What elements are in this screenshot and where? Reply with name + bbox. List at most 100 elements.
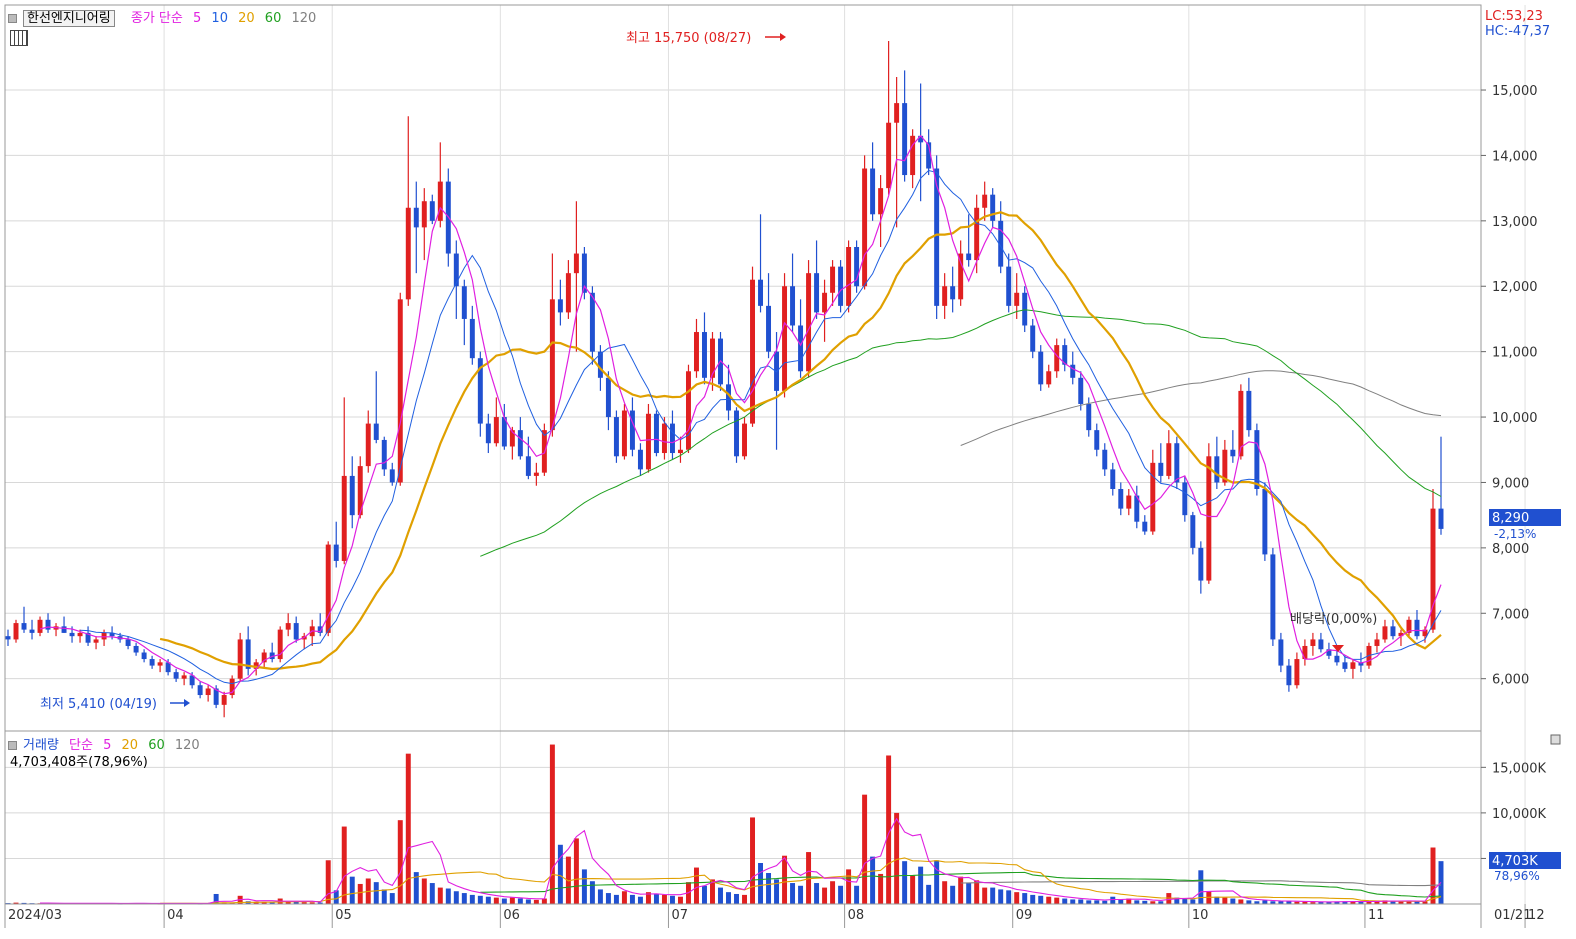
candle-body [702, 332, 707, 378]
candle-body [1230, 449, 1236, 457]
volume-bar [581, 869, 587, 904]
candle-body [149, 659, 155, 666]
candle-body [229, 678, 235, 696]
x-axis-right-label: 01/21 [1494, 908, 1531, 923]
price-legend-label: 종가 단순 [130, 11, 183, 26]
volume-bar [1246, 900, 1252, 904]
price-y-axis: 6,000 7,000 8,000 9,000 10,000 11,000 12,000 13… [1481, 84, 1538, 688]
candle-body [894, 103, 900, 123]
candle-body [1254, 430, 1260, 489]
candle-body [205, 688, 211, 696]
candle-body [421, 201, 427, 228]
ma5-line [39, 134, 1442, 695]
volume-bar [325, 860, 331, 904]
candle-body [1150, 462, 1156, 532]
candle-body [29, 629, 35, 633]
candle-body [950, 286, 956, 300]
volume-bar [1414, 901, 1420, 904]
candle-body [790, 286, 796, 326]
volume-bar [1022, 893, 1028, 904]
table-grid-icon[interactable] [10, 30, 28, 46]
volume-bar [13, 902, 19, 904]
volume-bar [493, 897, 499, 904]
volume-bar [1222, 897, 1228, 904]
volume-bar [461, 893, 467, 904]
volume-bar [878, 873, 884, 904]
candle-body [1350, 662, 1356, 669]
volume-bar [870, 856, 876, 904]
candle-body [45, 619, 51, 630]
candle-body [838, 266, 844, 306]
volume-bar [1182, 898, 1188, 904]
volume-bar [1054, 897, 1060, 904]
volume-bar [301, 902, 307, 904]
volume-bar [726, 892, 731, 904]
volume-bar [1254, 901, 1260, 904]
ma20-line [159, 211, 1442, 671]
candle-body [661, 423, 667, 454]
ma120-line [960, 370, 1442, 446]
candle-body [1094, 430, 1100, 450]
volume-bar [1174, 897, 1180, 904]
volume-panel-close-icon[interactable] [1550, 734, 1561, 745]
candle-body [1126, 495, 1132, 509]
candle-body [269, 652, 275, 660]
candle-body [966, 253, 972, 261]
candle-body [253, 662, 259, 669]
volume-bar [734, 893, 739, 904]
candle-body [1318, 639, 1324, 650]
candle-body [918, 135, 924, 143]
volume-bar [1006, 890, 1012, 904]
volume-bar [1198, 870, 1204, 904]
volume-bar [525, 899, 531, 904]
candle-body [1030, 325, 1036, 352]
candle-body [1334, 655, 1340, 663]
volume-bar [702, 885, 707, 904]
candle-body [109, 632, 115, 637]
candle-body [1430, 508, 1436, 630]
candle-body [189, 675, 195, 686]
volume-bar [349, 876, 355, 904]
candle-body [1438, 508, 1444, 529]
volume-bar [253, 901, 259, 904]
price-panel-toggle-icon[interactable] [8, 14, 17, 23]
legend-period-10: 10 [211, 11, 228, 26]
candle-body [1102, 449, 1108, 470]
volume-bar [774, 879, 780, 904]
volume-bar [477, 895, 483, 904]
high-arrowhead [780, 33, 786, 41]
candle-body [1046, 371, 1052, 385]
vol-legend-period-60: 60 [148, 738, 165, 753]
x-tick-label: 11 [1368, 908, 1385, 923]
candle-body [734, 410, 739, 457]
volume-bar [966, 883, 972, 904]
volume-bar [1214, 896, 1220, 904]
x-tick-label: 09 [1016, 908, 1033, 923]
volume-bar [1070, 899, 1076, 904]
candle-body [806, 273, 812, 372]
volume-bar [1422, 901, 1428, 904]
volume-ma5-line [39, 817, 1442, 904]
volume-bar [1190, 899, 1196, 904]
candle-body [1174, 443, 1180, 483]
volume-panel-toggle-icon[interactable] [8, 741, 17, 750]
candle-body [621, 410, 627, 457]
candle-body [317, 626, 323, 633]
dividend-annotation: 배당락(0,00%) [1290, 612, 1377, 627]
candle-body [1038, 351, 1044, 385]
volume-bar [629, 894, 635, 904]
price-tick-label: 10,000 [1492, 411, 1538, 426]
candle-body [1246, 390, 1252, 431]
candle-body [389, 469, 395, 483]
candle-body [373, 423, 379, 440]
x-tick-label: 12 [1528, 908, 1545, 923]
candle-body [629, 410, 635, 450]
volume-bar [990, 887, 996, 904]
hc-label: HC:-47,37 [1485, 24, 1550, 39]
candle-body [1110, 469, 1116, 489]
price-grid [5, 5, 1526, 731]
stock-name[interactable]: 한선엔지니어링 [23, 10, 115, 27]
candle-body [85, 632, 91, 643]
volume-bar [677, 896, 683, 904]
